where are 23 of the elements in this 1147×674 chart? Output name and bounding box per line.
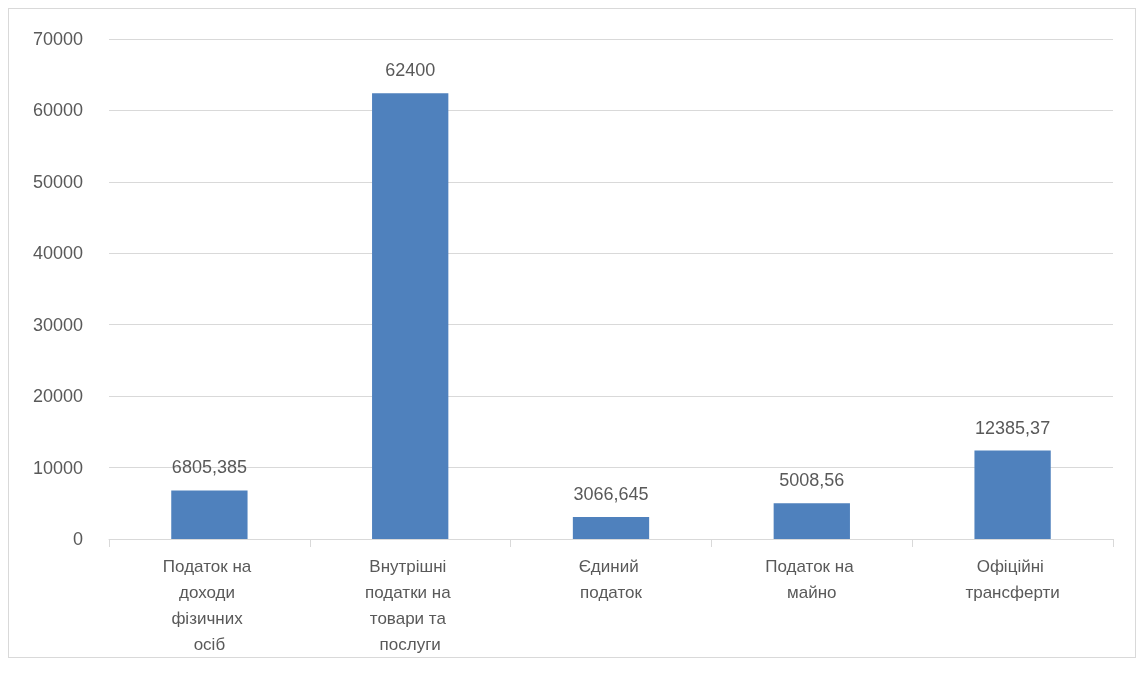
bar [974, 450, 1051, 539]
data-label: 62400 [385, 60, 436, 81]
x-tick-label: Податок на майно [765, 556, 859, 602]
y-tick-label: 70000 [32, 29, 83, 49]
bar [171, 490, 248, 539]
x-tick-label: Внутрішні податки на товари та послуги [365, 556, 456, 654]
y-tick-label: 50000 [32, 171, 83, 192]
y-tick-label: 20000 [32, 386, 83, 407]
y-tick-label: 0 [72, 529, 83, 549]
y-tick-label: 40000 [32, 243, 83, 264]
x-tick-label: Офіційні трансферти [965, 556, 1060, 602]
x-tick-label: Податок на доходи фізичних осіб [162, 556, 256, 654]
data-label: 5008,56 [779, 470, 845, 491]
y-tick-label: 60000 [32, 100, 83, 121]
y-tick-label: 30000 [32, 314, 83, 335]
data-label: 12385,37 [975, 417, 1051, 438]
bar [773, 503, 850, 539]
bar [572, 517, 650, 539]
data-label: 6805,385 [171, 457, 247, 478]
x-tick-label: Єдиний податок [578, 556, 644, 602]
data-label: 3066,645 [573, 484, 649, 505]
bar [372, 93, 449, 539]
y-tick-label: 10000 [32, 457, 83, 478]
